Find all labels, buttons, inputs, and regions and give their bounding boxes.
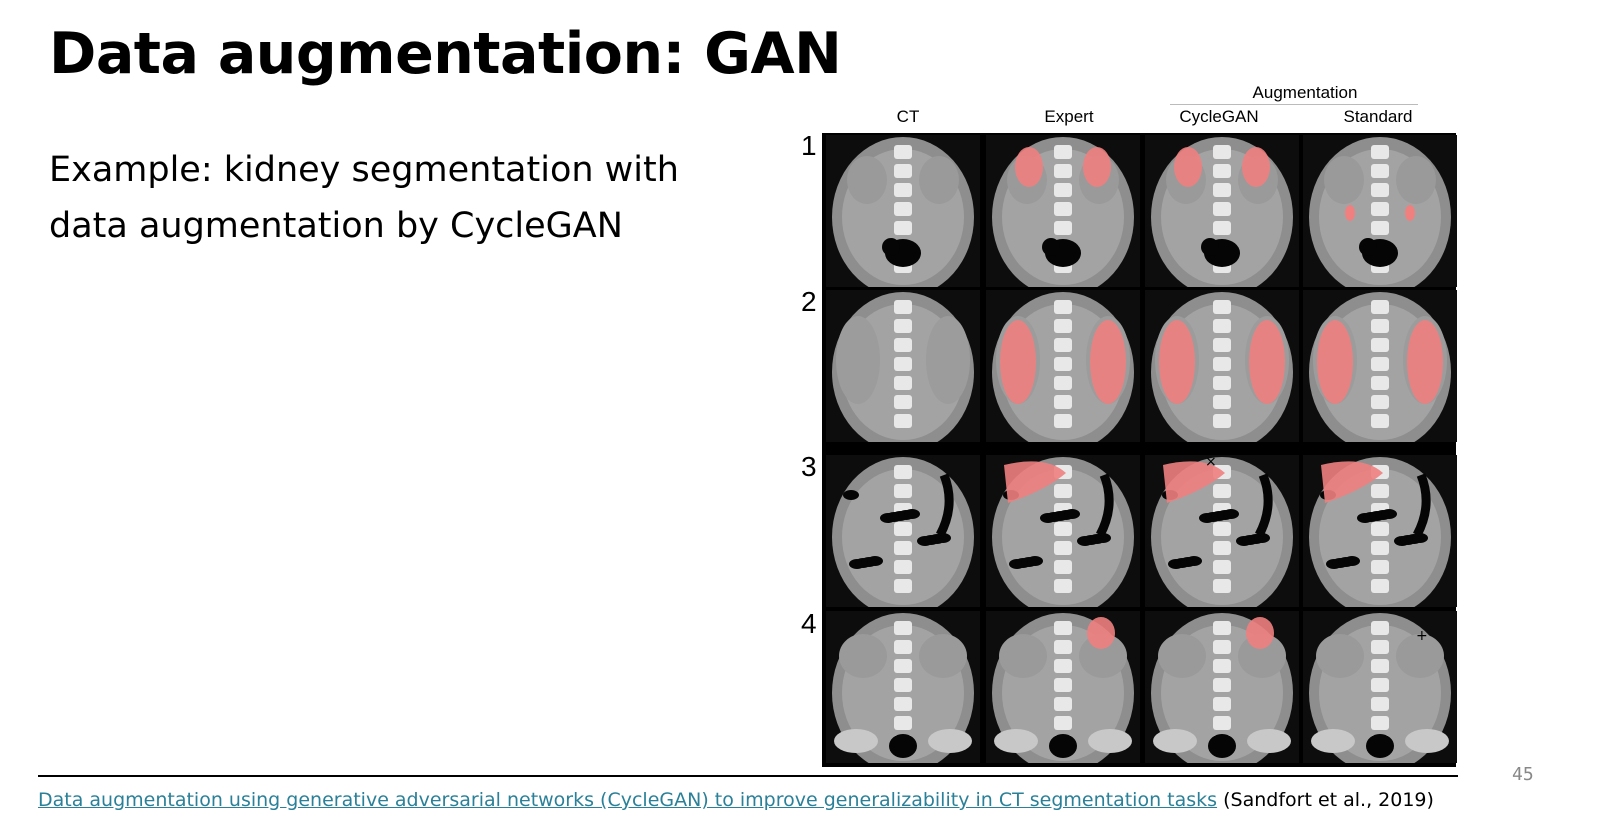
column-header-standard: Standard [1343,107,1413,126]
description-line-2: data augmentation by CycleGAN [49,206,623,246]
ct-scan-row1-expert [986,135,1140,287]
augmentation-divider [1170,104,1418,105]
ct-scan-row2-ct [826,290,980,442]
ct-scan-row4-ct [826,611,980,763]
ct-scan-row2-expert [986,290,1140,442]
ct-scan-row3-expert [986,455,1140,607]
citation-text: (Sandfort et al., 2019) [1223,789,1434,811]
column-header-ct: CT [896,107,920,126]
page-title: Data augmentation: GAN [49,21,842,87]
ct-scan-row4-standard [1303,611,1457,763]
column-header-expert: Expert [1044,107,1094,126]
example-description: Example: kidney segmentation with data a… [49,142,749,254]
ct-scan-row3-standard [1303,455,1457,607]
ct-scan-row1-cyclegan [1145,135,1299,287]
ct-scan-row1-ct [826,135,980,287]
row-number-3: 3 [801,451,817,482]
footer-divider [38,775,1458,777]
citation-footer: Data augmentation using generative adver… [38,787,1434,813]
ct-scan-row2-standard [1303,290,1457,442]
ct-scan-row4-expert [986,611,1140,763]
ct-scan-row3-ct [826,455,980,607]
ct-scan-row1-standard [1303,135,1457,287]
column-header-cyclegan: CycleGAN [1179,107,1259,126]
page-number: 45 [1512,764,1534,785]
ct-scan-row4-cyclegan [1145,611,1299,763]
row-number-1: 1 [801,130,817,161]
standard-marker: + [1416,628,1428,644]
description-line-1: Example: kidney segmentation with [49,150,679,190]
row-number-4: 4 [801,608,817,639]
segmentation-figure: Augmentation CT Expert CycleGAN Standard… [790,78,1480,778]
augmentation-header: Augmentation [1252,83,1358,102]
row-number-2: 2 [801,286,817,317]
ct-scan-row3-cyclegan [1145,455,1299,607]
paper-link[interactable]: Data augmentation using generative adver… [38,789,1218,811]
cyclegan-marker: × [1205,454,1217,470]
ct-scan-row2-cyclegan [1145,290,1299,442]
